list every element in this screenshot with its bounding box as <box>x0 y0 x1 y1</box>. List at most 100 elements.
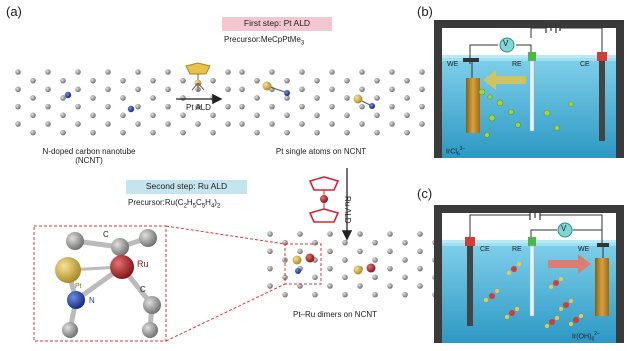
second-precursor: Precursor:Ru(C2H5C5H4)2 <box>128 198 221 210</box>
carbon-atom <box>297 248 303 255</box>
carbon-atom <box>387 231 393 237</box>
carbon-atom <box>239 103 245 110</box>
carbon-atom <box>15 103 21 110</box>
cell-c-re-label: RE <box>512 246 522 253</box>
carbon-atom <box>327 248 333 255</box>
carbon-atom <box>389 86 395 93</box>
first-step-label: First step: Pt ALD <box>243 18 311 28</box>
zoom-connector-top <box>165 225 286 245</box>
carbon-atom <box>180 129 186 136</box>
carbon-atom <box>329 69 335 75</box>
carbon-atom <box>45 69 51 75</box>
carbon-atom <box>165 103 171 110</box>
carbon-atom <box>329 86 335 93</box>
carbon-atom <box>135 69 141 75</box>
carbon-atom <box>387 283 393 289</box>
carbon-atom <box>404 77 410 84</box>
carbon-atom <box>269 121 275 127</box>
carbon-atom <box>344 112 350 119</box>
carbon-atom <box>269 69 275 75</box>
ruthenocene-molecule-icon <box>308 176 340 223</box>
carbon-atom <box>210 77 216 84</box>
carbon-atom <box>402 274 408 281</box>
carbon-atom <box>150 77 156 84</box>
carbon-atom <box>30 129 36 136</box>
carbon-atom <box>90 95 96 101</box>
carbon-atom <box>105 121 111 127</box>
carbon-atom <box>417 265 423 272</box>
carbon-atom <box>120 95 126 101</box>
carbon-atom <box>342 239 348 246</box>
carbon-atom <box>404 95 410 101</box>
carbon-atom <box>359 103 365 110</box>
cell-c <box>434 205 624 343</box>
carbon-atom <box>417 248 423 255</box>
cell-b-ion-label: IrCl63− <box>446 146 466 158</box>
carbon-atom <box>60 112 66 119</box>
carbon-atom <box>374 95 380 101</box>
carbon-atom <box>75 121 81 127</box>
carbon-atom <box>150 95 156 101</box>
zoom-label-c-top: C <box>103 230 109 239</box>
pt-single-atom-lattice <box>239 69 455 136</box>
carbon-atom <box>357 283 363 289</box>
carbon-atom <box>417 231 423 237</box>
carbon-atom <box>60 95 66 101</box>
carbon-atom <box>165 69 171 75</box>
carbon-atom <box>225 103 231 110</box>
carbon-atom <box>282 274 288 281</box>
carbon-atom <box>312 291 318 298</box>
carbon-atom <box>314 112 320 119</box>
carbon-atom <box>372 257 378 263</box>
pt-ald-arrow-label: Pt ALD <box>186 103 211 112</box>
carbon-atom <box>299 69 305 75</box>
cell-c-ion-label: Ir(OH)62− <box>572 331 600 343</box>
carbon-atom <box>419 121 425 127</box>
carbon-atom <box>90 129 96 136</box>
carbon-atom <box>327 231 333 237</box>
zoom-label-c-bottom: C <box>140 285 146 294</box>
carbon-atom <box>297 231 303 237</box>
cell-b-ce-label: CE <box>580 61 590 68</box>
lattice2-metal-atoms <box>262 81 375 109</box>
carbon-atom <box>60 129 66 136</box>
carbon-atom <box>419 86 425 93</box>
carbon-atom <box>374 112 380 119</box>
carbon-atom <box>389 69 395 75</box>
carbon-atom <box>239 86 245 93</box>
zoomed-pt-ru-structure <box>55 229 161 338</box>
carbon-atom <box>389 121 395 127</box>
carbon-atom <box>342 274 348 281</box>
carbon-atom <box>239 121 245 127</box>
panel-label-c: (c) <box>417 186 433 201</box>
zoom-label-ru: Ru <box>137 259 149 269</box>
carbon-atom <box>417 283 423 289</box>
carbon-atom <box>105 86 111 93</box>
carbon-atom <box>75 103 81 110</box>
carbon-atom <box>120 129 126 136</box>
carbon-atom <box>15 121 21 127</box>
carbon-atom <box>314 129 320 136</box>
carbon-atom <box>327 265 333 272</box>
carbon-atom <box>419 69 425 75</box>
mecpptme3-molecule-icon <box>185 62 211 91</box>
carbon-atom <box>372 239 378 246</box>
carbon-atom <box>30 77 36 84</box>
carbon-atom <box>180 77 186 84</box>
carbon-atom <box>75 69 81 75</box>
cell-b-re-label: RE <box>512 61 522 68</box>
carbon-atom <box>419 103 425 110</box>
carbon-atom <box>225 69 231 75</box>
carbon-atom <box>402 239 408 246</box>
carbon-atom <box>105 103 111 110</box>
carbon-atom <box>30 112 36 119</box>
carbon-atom <box>45 121 51 127</box>
carbon-atom <box>105 69 111 75</box>
carbon-atom <box>342 291 348 298</box>
lattice3-metal-atoms <box>292 253 376 275</box>
carbon-atom <box>195 121 201 127</box>
second-step-box <box>126 180 247 194</box>
carbon-atom <box>389 103 395 110</box>
carbon-atom <box>90 112 96 119</box>
carbon-atom <box>120 77 126 84</box>
